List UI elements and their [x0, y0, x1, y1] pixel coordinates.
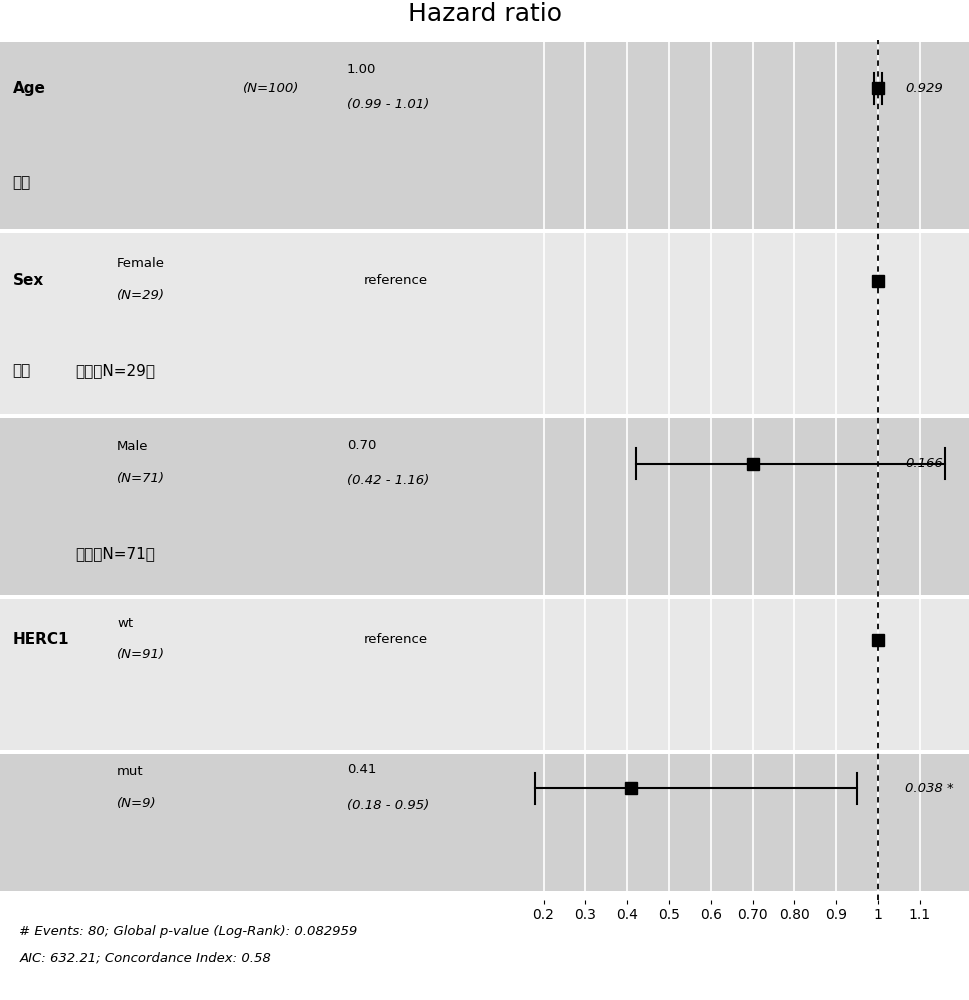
Text: AIC: 632.21; Concordance Index: 0.58: AIC: 632.21; Concordance Index: 0.58: [19, 952, 271, 965]
Text: Age: Age: [13, 81, 46, 96]
Bar: [0, 42, 969, 229]
Text: 女性（N=29）: 女性（N=29）: [76, 364, 155, 379]
Text: 1.00: 1.00: [347, 63, 376, 76]
Text: reference: reference: [363, 274, 427, 287]
Text: Male: Male: [117, 440, 148, 453]
Text: 性別: 性別: [13, 364, 31, 379]
Text: # Events: 80; Global p-value (Log-Rank): 0.082959: # Events: 80; Global p-value (Log-Rank):…: [19, 925, 358, 938]
Text: (0.99 - 1.01): (0.99 - 1.01): [347, 98, 429, 111]
Text: 0.41: 0.41: [347, 763, 376, 776]
Text: (0.18 - 0.95): (0.18 - 0.95): [347, 799, 429, 812]
Text: 0.929: 0.929: [904, 82, 942, 95]
Text: 0.166: 0.166: [904, 457, 942, 470]
Text: (N=91): (N=91): [117, 648, 165, 661]
Text: 男性（N=71）: 男性（N=71）: [76, 546, 155, 561]
Text: reference: reference: [363, 633, 427, 646]
Text: Sex: Sex: [13, 273, 44, 288]
Text: 0.70: 0.70: [347, 439, 376, 452]
Text: HERC1: HERC1: [13, 632, 69, 647]
Text: mut: mut: [117, 765, 143, 778]
Bar: [0, 754, 969, 891]
Text: wt: wt: [117, 617, 133, 630]
Bar: [0, 233, 969, 414]
Text: 年齢: 年齢: [13, 175, 31, 190]
Text: (N=9): (N=9): [117, 797, 157, 810]
Text: (N=29): (N=29): [117, 289, 165, 302]
Bar: [0, 599, 969, 750]
Text: (0.42 - 1.16): (0.42 - 1.16): [347, 474, 429, 487]
Text: Female: Female: [117, 257, 165, 270]
Text: (N=100): (N=100): [242, 82, 298, 95]
Text: 0.038 *: 0.038 *: [904, 782, 953, 795]
Text: (N=71): (N=71): [117, 472, 165, 485]
Bar: [0, 418, 969, 595]
Title: Hazard ratio: Hazard ratio: [408, 2, 561, 26]
